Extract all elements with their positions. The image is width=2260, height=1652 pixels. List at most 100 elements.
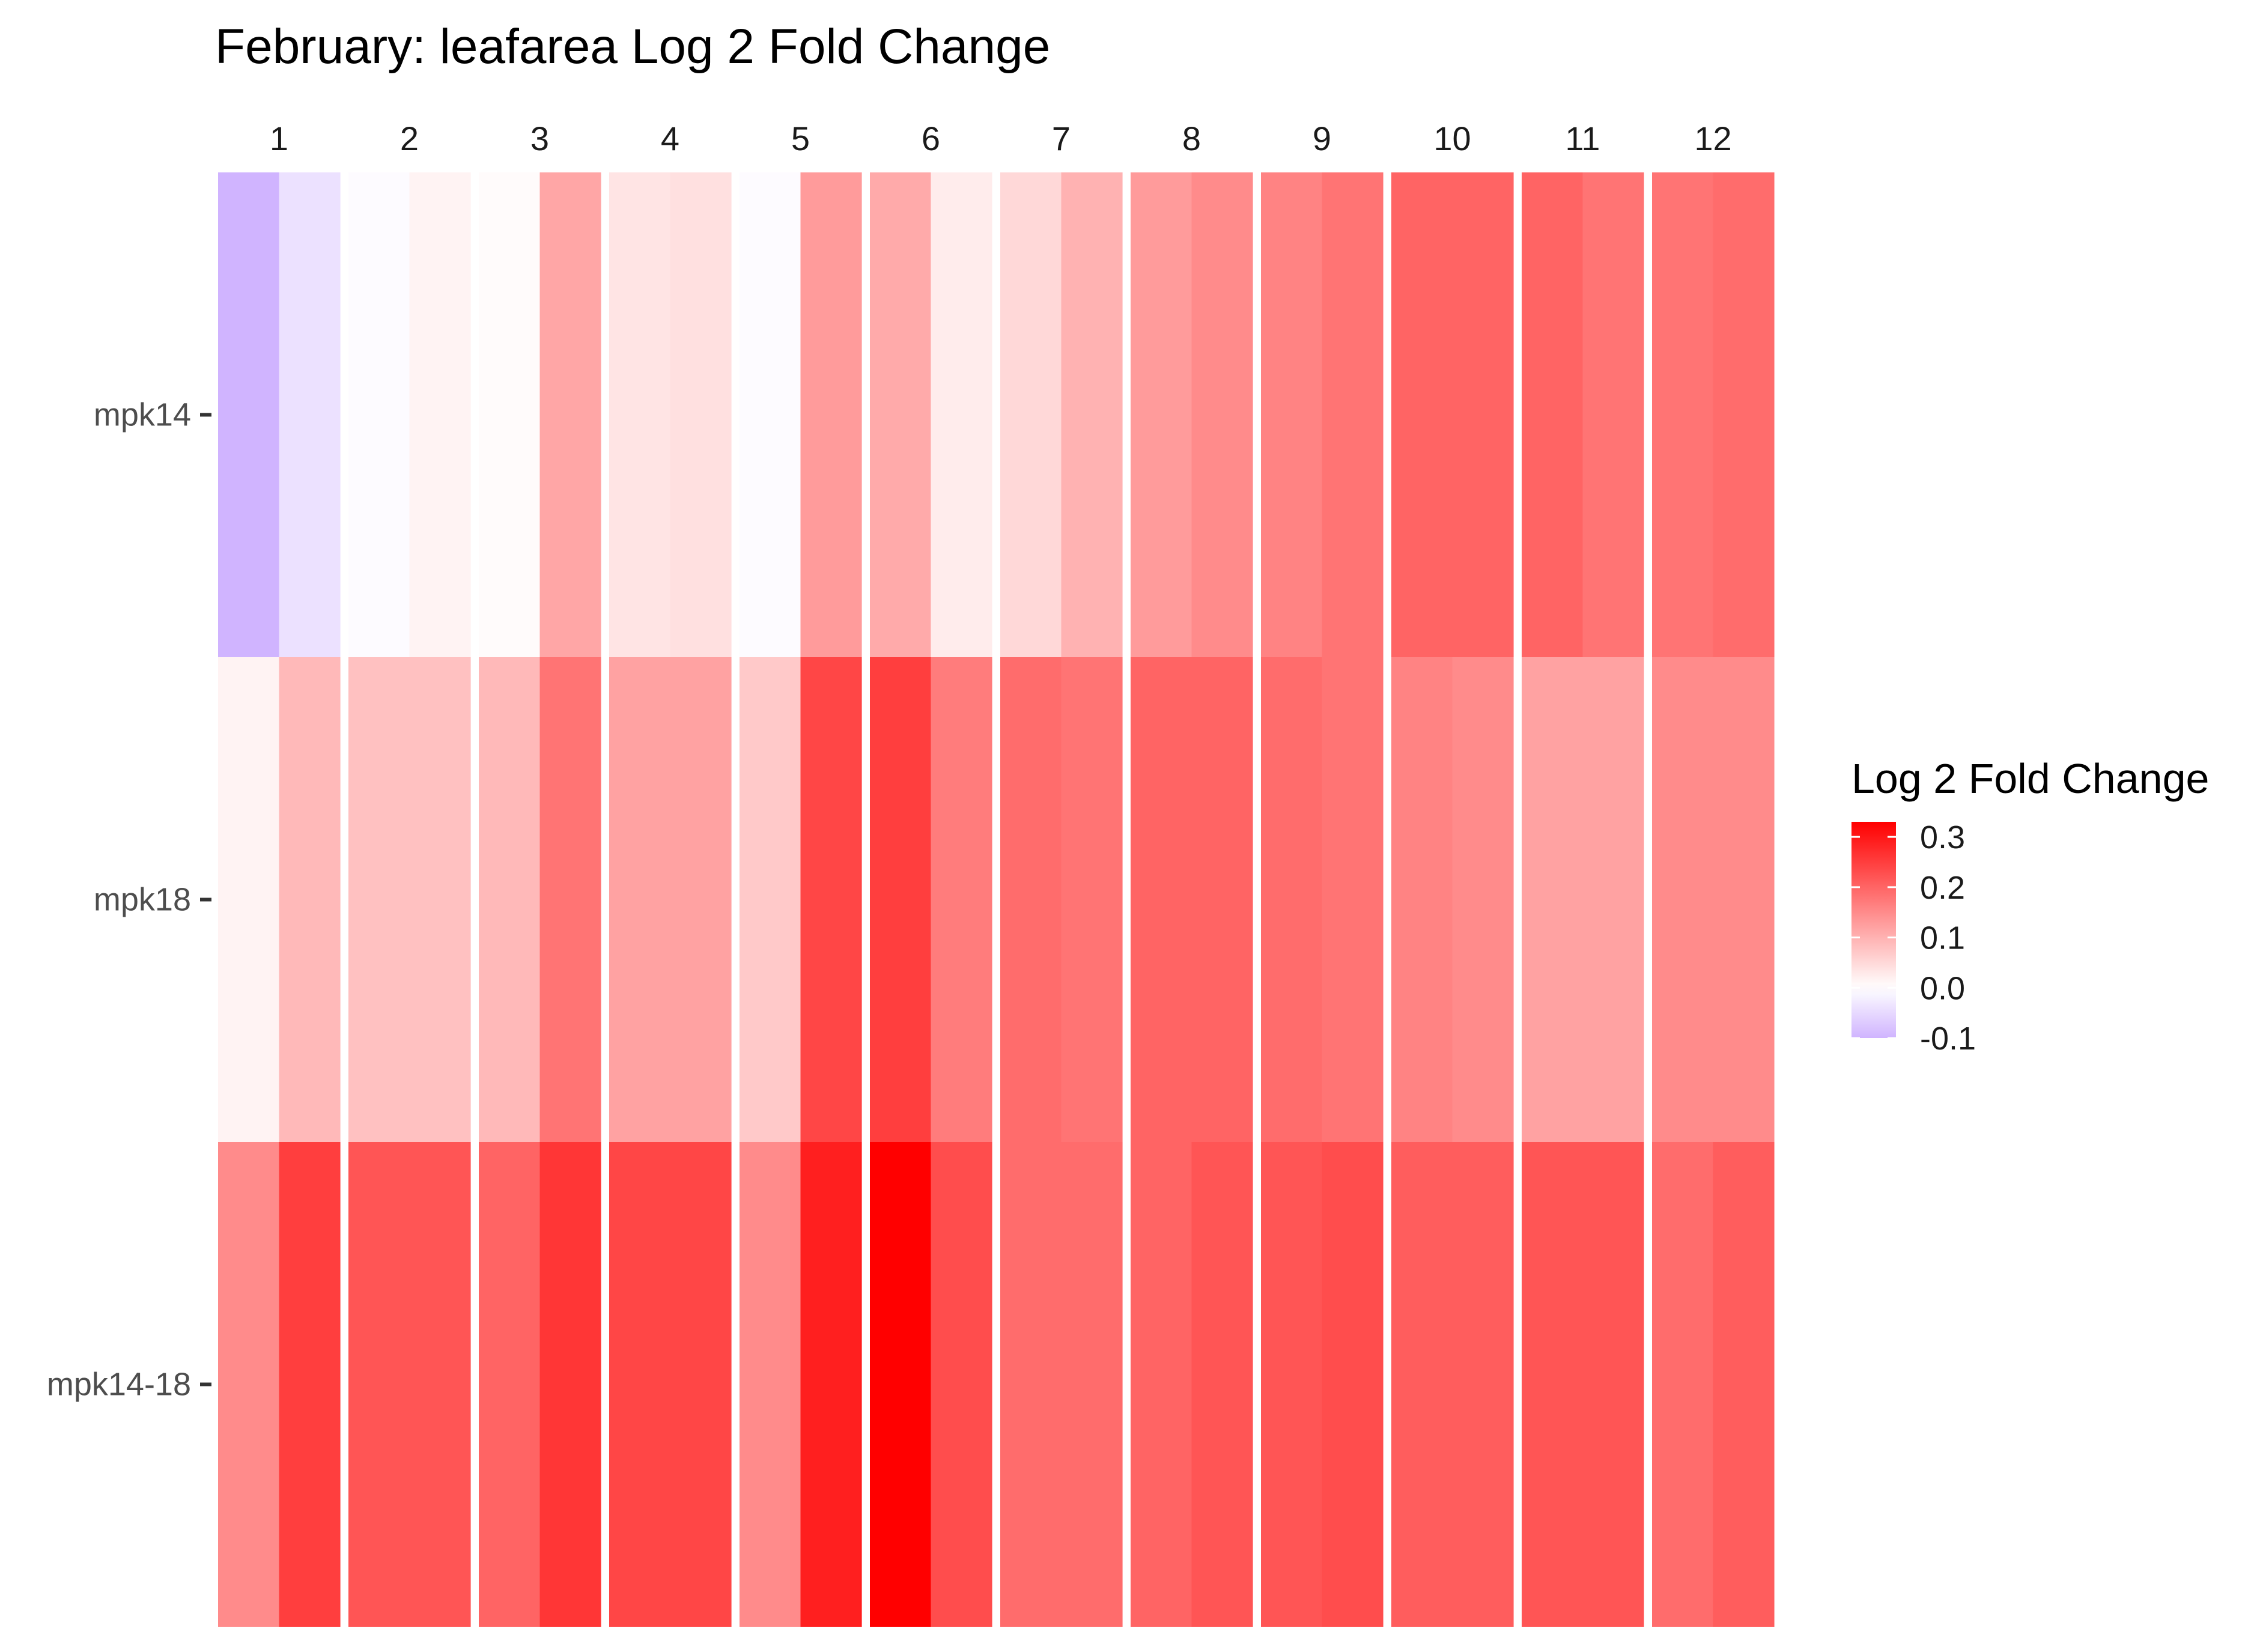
heatmap-cell-mpk18-col-4-part-1	[609, 657, 671, 1142]
heatmap-cell-mpk18-col-6-part-2	[931, 657, 992, 1142]
heatmap-cell-mpk14-col-9-part-1	[1261, 172, 1323, 657]
legend-color-bar	[1851, 822, 1896, 1038]
heatmap-cell-mpk18-col-7-part-2	[1061, 657, 1123, 1142]
heatmap-cell-mpk14-18-col-11-part-2	[1582, 1142, 1644, 1627]
heatmap-cell-mpk18-col-7-part-1	[1000, 657, 1062, 1142]
heatmap-cell-mpk14-col-6-part-2	[931, 172, 992, 657]
heatmap-cell-mpk14-18-col-8-part-1	[1131, 1142, 1192, 1627]
legend: Log 2 Fold Change 0.3 0.2 0.1 0.0 -0.1	[1851, 755, 2209, 1057]
heatmap-cell-mpk14-18-col-9-part-2	[1322, 1142, 1384, 1627]
heatmap-cell-mpk14-18-col-6-part-1	[870, 1142, 932, 1627]
heatmap-cell-mpk14-18-col-3-part-1	[479, 1142, 541, 1627]
heatmap-cell-mpk14-18-col-12-part-2	[1713, 1142, 1775, 1627]
heatmap-cell-mpk14-18-col-2-part-1	[348, 1142, 410, 1627]
heatmap-cell-mpk14-col-2-part-2	[409, 172, 471, 657]
heatmap-cell-mpk14-18-col-5-part-1	[740, 1142, 801, 1627]
heatmap-cell-mpk18-col-5-part-2	[800, 657, 862, 1142]
legend-label: 0.1	[1920, 920, 1965, 956]
heatmap-cell-mpk18-col-6-part-1	[870, 657, 932, 1142]
heatmap-cell-mpk14-18-col-6-part-2	[931, 1142, 992, 1627]
heatmap-cell-mpk18-col-2-part-1	[348, 657, 410, 1142]
column-label-4: 4	[661, 120, 679, 157]
heatmap-cell-mpk14-18-col-11-part-1	[1522, 1142, 1584, 1627]
column-label-12: 12	[1694, 120, 1731, 157]
row-labels: mpk14 mpk18 mpk14-18	[47, 397, 211, 1403]
heatmap-cell-mpk14-col-10-part-1	[1391, 172, 1453, 657]
column-label-9: 9	[1313, 120, 1331, 157]
heatmap-cell-mpk18-col-1-part-1	[218, 657, 280, 1142]
heatmap-cell-mpk14-col-4-part-2	[670, 172, 732, 657]
heatmap-cell-mpk14-col-12-part-1	[1652, 172, 1714, 657]
heatmap-cell-mpk18-col-10-part-2	[1452, 657, 1514, 1142]
heatmap-cell-mpk14-col-9-part-2	[1322, 172, 1384, 657]
row-label-mpk14-18: mpk14-18	[47, 1367, 191, 1403]
heatmap-cell-mpk14-18-col-3-part-2	[539, 1142, 601, 1627]
chart-title: February: leafarea Log 2 Fold Change	[215, 19, 1050, 74]
heatmap-cell-mpk18-col-12-part-1	[1652, 657, 1714, 1142]
heatmap-cell-mpk14-col-1-part-1	[218, 172, 280, 657]
heatmap-cell-mpk14-col-3-part-2	[539, 172, 601, 657]
heatmap-cell-mpk14-18-col-7-part-2	[1061, 1142, 1123, 1627]
legend-title: Log 2 Fold Change	[1851, 755, 2209, 802]
heatmap-cell-mpk18-col-10-part-1	[1391, 657, 1453, 1142]
row-label-mpk18: mpk18	[94, 882, 191, 918]
heatmap-cell-mpk14-18-col-8-part-2	[1191, 1142, 1253, 1627]
legend-label: 0.0	[1920, 970, 1965, 1006]
legend-ticks: 0.3 0.2 0.1 0.0 -0.1	[1851, 819, 1976, 1057]
heatmap-cell-mpk14-col-1-part-2	[279, 172, 341, 657]
heatmap-cell-mpk14-18-col-5-part-2	[800, 1142, 862, 1627]
heatmap-cell-mpk18-col-4-part-2	[670, 657, 732, 1142]
heatmap-cell-mpk14-col-3-part-1	[479, 172, 541, 657]
legend-label: -0.1	[1920, 1021, 1976, 1057]
heatmap-cell-mpk14-col-10-part-2	[1452, 172, 1514, 657]
heatmap-cell-mpk18-col-12-part-2	[1713, 657, 1775, 1142]
heatmap-cell-mpk14-col-11-part-2	[1582, 172, 1644, 657]
legend-label: 0.2	[1920, 870, 1965, 906]
legend-label: 0.3	[1920, 819, 1965, 855]
heatmap-cell-mpk14-col-2-part-1	[348, 172, 410, 657]
column-label-10: 10	[1433, 120, 1471, 157]
column-label-7: 7	[1052, 120, 1071, 157]
heatmap-cell-mpk14-18-col-4-part-1	[609, 1142, 671, 1627]
column-label-2: 2	[400, 120, 419, 157]
heatmap-cell-mpk18-col-3-part-2	[539, 657, 601, 1142]
column-label-11: 11	[1565, 120, 1600, 157]
heatmap-cell-mpk14-18-col-7-part-1	[1000, 1142, 1062, 1627]
heatmap-cell-mpk14-col-8-part-1	[1131, 172, 1192, 657]
heatmap-cell-mpk14-col-8-part-2	[1191, 172, 1253, 657]
heatmap-cell-mpk14-18-col-2-part-2	[409, 1142, 471, 1627]
column-label-6: 6	[922, 120, 940, 157]
heatmap-cells	[218, 172, 1775, 1627]
heatmap-cell-mpk14-col-11-part-1	[1522, 172, 1584, 657]
heatmap-cell-mpk18-col-3-part-1	[479, 657, 541, 1142]
heatmap-cell-mpk14-col-4-part-1	[609, 172, 671, 657]
column-label-5: 5	[791, 120, 810, 157]
heatmap-cell-mpk14-18-col-10-part-1	[1391, 1142, 1453, 1627]
column-label-3: 3	[530, 120, 549, 157]
column-labels: 1 2 3 4 5 6 7 8 9 10 11 12	[270, 120, 1732, 157]
heatmap-cell-mpk18-col-9-part-2	[1322, 657, 1384, 1142]
heatmap-cell-mpk18-col-9-part-1	[1261, 657, 1323, 1142]
heatmap-cell-mpk14-col-7-part-2	[1061, 172, 1123, 657]
heatmap-cell-mpk18-col-5-part-1	[740, 657, 801, 1142]
heatmap-cell-mpk14-18-col-12-part-1	[1652, 1142, 1714, 1627]
heatmap-cell-mpk14-18-col-1-part-1	[218, 1142, 280, 1627]
heatmap-cell-mpk14-18-col-1-part-2	[279, 1142, 341, 1627]
heatmap-cell-mpk14-18-col-4-part-2	[670, 1142, 732, 1627]
heatmap-cell-mpk14-col-6-part-1	[870, 172, 932, 657]
heatmap-cell-mpk18-col-1-part-2	[279, 657, 341, 1142]
heatmap-cell-mpk14-col-7-part-1	[1000, 172, 1062, 657]
heatmap-cell-mpk18-col-11-part-2	[1582, 657, 1644, 1142]
heatmap-cell-mpk14-col-5-part-1	[740, 172, 801, 657]
heatmap-cell-mpk14-18-col-10-part-2	[1452, 1142, 1514, 1627]
column-label-8: 8	[1182, 120, 1201, 157]
heatmap-cell-mpk14-col-12-part-2	[1713, 172, 1775, 657]
heatmap-cell-mpk14-18-col-9-part-1	[1261, 1142, 1323, 1627]
heatmap-cell-mpk18-col-11-part-1	[1522, 657, 1584, 1142]
column-label-1: 1	[270, 120, 288, 157]
heatmap-cell-mpk18-col-8-part-2	[1191, 657, 1253, 1142]
heatmap-cell-mpk18-col-2-part-2	[409, 657, 471, 1142]
row-label-mpk14: mpk14	[94, 397, 191, 433]
heatmap-cell-mpk18-col-8-part-1	[1131, 657, 1192, 1142]
